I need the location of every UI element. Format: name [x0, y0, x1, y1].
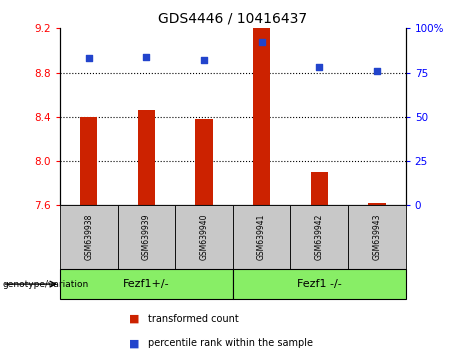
Bar [290, 205, 348, 269]
Bar [233, 205, 290, 269]
Bar [60, 269, 233, 299]
Text: GSM639942: GSM639942 [315, 214, 324, 261]
Text: GSM639941: GSM639941 [257, 214, 266, 261]
Point [315, 64, 323, 70]
Bar [138, 110, 155, 205]
Title: GDS4446 / 10416437: GDS4446 / 10416437 [158, 12, 307, 26]
Text: genotype/variation: genotype/variation [2, 280, 89, 289]
Text: GSM639939: GSM639939 [142, 214, 151, 261]
Text: GSM639940: GSM639940 [200, 214, 208, 261]
Point [142, 54, 150, 59]
Text: transformed count: transformed count [148, 314, 238, 324]
Bar [253, 28, 270, 205]
Point [373, 68, 381, 74]
Text: GSM639943: GSM639943 [372, 214, 381, 261]
Bar [80, 117, 97, 205]
Text: GSM639938: GSM639938 [84, 214, 93, 261]
Bar [118, 205, 175, 269]
Bar [175, 205, 233, 269]
Bar [60, 205, 118, 269]
Bar [368, 203, 385, 205]
Bar [311, 172, 328, 205]
Text: percentile rank within the sample: percentile rank within the sample [148, 338, 313, 348]
Bar [195, 119, 213, 205]
Point [85, 56, 92, 61]
Bar [348, 205, 406, 269]
Text: Fezf1+/-: Fezf1+/- [123, 279, 170, 289]
Text: ■: ■ [129, 314, 140, 324]
Text: Fezf1 -/-: Fezf1 -/- [297, 279, 342, 289]
Bar [233, 269, 406, 299]
Point [258, 40, 266, 45]
Point [200, 57, 207, 63]
Text: ■: ■ [129, 338, 140, 348]
